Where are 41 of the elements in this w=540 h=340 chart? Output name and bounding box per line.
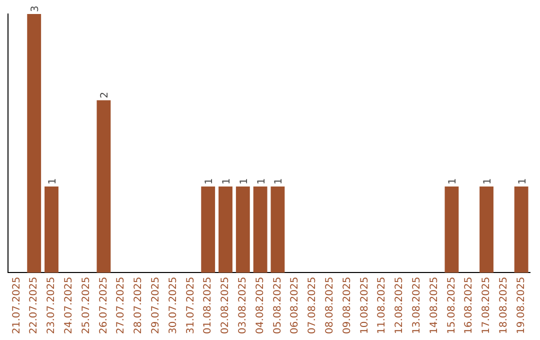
x-tick-label: 31.07.2025 (185, 276, 196, 334)
x-tick-label: 16.08.2025 (464, 276, 475, 334)
data-label: 1 (448, 178, 459, 184)
x-tick-label: 12.08.2025 (394, 276, 406, 334)
x-tick-label: 10.08.2025 (359, 276, 370, 334)
x-tick-label: 23.07.2025 (46, 276, 58, 334)
x-tick-label: 26.07.2025 (98, 276, 110, 334)
x-tick-label: 22.07.2025 (28, 276, 40, 334)
x-tick-label: 30.07.2025 (168, 276, 179, 334)
x-tick-label: 03.08.2025 (237, 276, 248, 334)
x-tick-label: 19.08.2025 (516, 276, 527, 334)
x-tick-label: 06.08.2025 (290, 276, 301, 334)
data-label: 1 (482, 178, 494, 184)
x-tick-label: 05.08.2025 (272, 276, 284, 334)
x-tick-label: 15.08.2025 (446, 276, 458, 334)
data-label: 1 (222, 178, 232, 184)
x-tick-label: 28.07.2025 (133, 276, 144, 334)
x-tick-label: 07.08.2025 (307, 276, 318, 334)
data-label: 1 (274, 178, 285, 184)
x-tick-label: 18.08.2025 (498, 276, 510, 334)
x-tick-label: 27.07.2025 (116, 276, 127, 334)
x-tick-label: 09.08.2025 (342, 276, 353, 334)
x-tick-label: 17.08.2025 (481, 276, 492, 334)
x-tick-label: 21.07.2025 (11, 276, 22, 334)
data-label: 1 (256, 178, 268, 184)
x-tick-label: 25.07.2025 (80, 276, 92, 334)
x-tick-label: 13.08.2025 (411, 276, 422, 334)
x-tick-label: 04.08.2025 (254, 276, 266, 334)
data-label: 2 (100, 92, 111, 98)
data-label: 3 (30, 6, 42, 12)
x-tick-label: 14.08.2025 (428, 276, 440, 334)
x-tick-label: 02.08.2025 (220, 276, 232, 334)
data-label: 1 (204, 178, 216, 184)
data-label: 1 (48, 178, 58, 184)
x-tick-label: 29.07.2025 (150, 276, 162, 334)
data-label: 1 (238, 178, 250, 184)
x-tick-label: 24.07.2025 (63, 276, 74, 334)
data-label: 1 (517, 178, 528, 184)
x-tick-label: 11.08.2025 (376, 276, 388, 334)
x-tick-label: 01.08.2025 (202, 276, 214, 334)
x-tick-label: 08.08.2025 (324, 276, 336, 334)
